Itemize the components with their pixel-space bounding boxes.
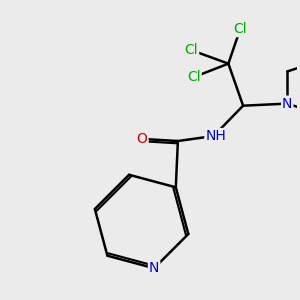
Text: N: N (282, 97, 292, 111)
Text: Cl: Cl (233, 22, 247, 36)
Text: Cl: Cl (187, 70, 201, 84)
Text: N: N (149, 261, 159, 275)
Text: NH: NH (206, 129, 226, 143)
Text: O: O (137, 132, 148, 146)
Text: Cl: Cl (184, 43, 198, 57)
